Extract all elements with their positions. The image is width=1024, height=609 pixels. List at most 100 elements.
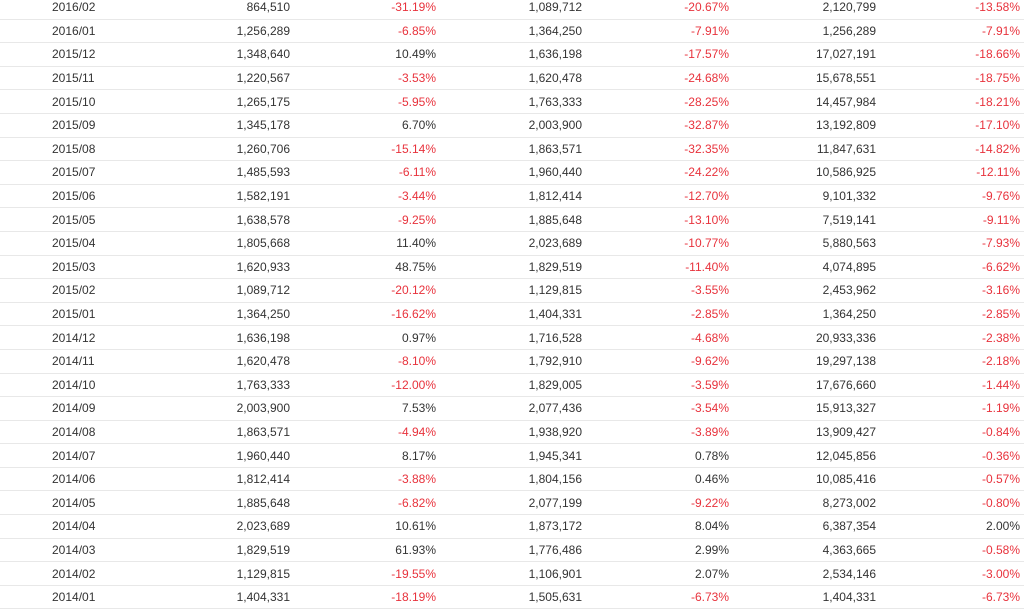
cell-change-3: -1.19% bbox=[876, 396, 1024, 421]
cell-value-2: 2,077,199 bbox=[436, 490, 582, 516]
cell-change-3: -7.93% bbox=[876, 231, 1024, 256]
cell-value-3: 15,678,551 bbox=[729, 66, 876, 91]
cell-value-1: 1,256,289 bbox=[150, 19, 290, 44]
cell-value-2: 1,404,331 bbox=[436, 302, 582, 327]
cell-value-1: 1,960,440 bbox=[150, 443, 290, 468]
cell-change-1: -4.94% bbox=[290, 420, 436, 445]
table-row: 2015/11 1,220,567 -3.53% 1,620,478 -24.68% 15… bbox=[0, 66, 1024, 91]
cell-value-2: 1,129,815 bbox=[436, 278, 582, 303]
cell-month: 2015/04 bbox=[0, 231, 150, 256]
cell-value-1: 1,885,648 bbox=[150, 490, 290, 516]
cell-change-3: 2.00% bbox=[876, 514, 1024, 539]
cell-month: 2014/04 bbox=[0, 514, 150, 539]
cell-change-1: -8.10% bbox=[290, 349, 436, 374]
cell-month: 2015/02 bbox=[0, 278, 150, 303]
table-row: 2014/04 2,023,689 10.61% 1,873,172 8.04% 6,38… bbox=[0, 514, 1024, 539]
table-row: 2015/06 1,582,191 -3.44% 1,812,414 -12.70% 9,… bbox=[0, 184, 1024, 209]
cell-change-3: -0.84% bbox=[876, 420, 1024, 445]
cell-change-2: 2.07% bbox=[582, 561, 729, 586]
cell-value-3: 5,880,563 bbox=[729, 231, 876, 256]
cell-change-3: -13.58% bbox=[876, 0, 1024, 20]
cell-value-3: 19,297,138 bbox=[729, 349, 876, 374]
cell-change-3: -9.76% bbox=[876, 184, 1024, 209]
cell-change-3: -12.11% bbox=[876, 160, 1024, 185]
cell-value-1: 1,812,414 bbox=[150, 467, 290, 492]
table-row: 2015/10 1,265,175 -5.95% 1,763,333 -28.25% 14… bbox=[0, 89, 1024, 114]
cell-value-3: 1,404,331 bbox=[729, 585, 876, 609]
cell-value-1: 1,636,198 bbox=[150, 325, 290, 350]
cell-change-1: 7.53% bbox=[290, 396, 436, 421]
cell-month: 2014/03 bbox=[0, 538, 150, 563]
cell-change-2: -3.89% bbox=[582, 420, 729, 445]
cell-value-1: 864,510 bbox=[150, 0, 290, 20]
cell-value-2: 1,863,571 bbox=[436, 137, 582, 162]
cell-value-3: 4,363,665 bbox=[729, 538, 876, 563]
cell-change-2: -13.10% bbox=[582, 207, 729, 232]
cell-value-1: 1,220,567 bbox=[150, 66, 290, 91]
cell-value-1: 1,345,178 bbox=[150, 113, 290, 138]
cell-value-3: 10,586,925 bbox=[729, 160, 876, 185]
cell-change-2: -32.35% bbox=[582, 137, 729, 162]
cell-change-1: -18.19% bbox=[290, 585, 436, 609]
cell-value-3: 1,364,250 bbox=[729, 302, 876, 327]
cell-change-3: -18.66% bbox=[876, 42, 1024, 67]
cell-month: 2014/09 bbox=[0, 396, 150, 421]
cell-value-3: 8,273,002 bbox=[729, 490, 876, 516]
cell-value-2: 1,106,901 bbox=[436, 561, 582, 586]
table-row: 2015/03 1,620,933 48.75% 1,829,519 -11.40% 4,… bbox=[0, 255, 1024, 280]
cell-value-1: 2,023,689 bbox=[150, 514, 290, 539]
cell-change-2: -3.59% bbox=[582, 373, 729, 398]
cell-value-2: 2,003,900 bbox=[436, 113, 582, 138]
cell-value-2: 1,763,333 bbox=[436, 89, 582, 114]
table-row: 2014/08 1,863,571 -4.94% 1,938,920 -3.89% 13,… bbox=[0, 420, 1024, 445]
table-row: 2015/09 1,345,178 6.70% 2,003,900 -32.87% 13,… bbox=[0, 113, 1024, 138]
cell-change-3: -18.75% bbox=[876, 66, 1024, 91]
cell-change-3: -2.18% bbox=[876, 349, 1024, 374]
cell-change-1: 10.61% bbox=[290, 514, 436, 539]
cell-value-1: 2,003,900 bbox=[150, 396, 290, 421]
cell-value-2: 1,089,712 bbox=[436, 0, 582, 20]
cell-value-2: 1,505,631 bbox=[436, 585, 582, 609]
cell-value-2: 1,960,440 bbox=[436, 160, 582, 185]
table-row: 2014/05 1,885,648 -6.82% 2,077,199 -9.22% 8,2… bbox=[0, 490, 1024, 516]
cell-change-1: -6.85% bbox=[290, 19, 436, 44]
cell-value-1: 1,620,933 bbox=[150, 255, 290, 280]
cell-change-2: -17.57% bbox=[582, 42, 729, 67]
cell-month: 2015/06 bbox=[0, 184, 150, 209]
cell-change-3: -0.57% bbox=[876, 467, 1024, 492]
table-row: 2015/02 1,089,712 -20.12% 1,129,815 -3.55% 2,… bbox=[0, 278, 1024, 303]
cell-value-1: 1,089,712 bbox=[150, 278, 290, 303]
cell-change-3: -1.44% bbox=[876, 373, 1024, 398]
cell-change-1: -31.19% bbox=[290, 0, 436, 20]
cell-value-3: 15,913,327 bbox=[729, 396, 876, 421]
cell-change-2: -4.68% bbox=[582, 325, 729, 350]
table-row: 2015/05 1,638,578 -9.25% 1,885,648 -13.10% 7,… bbox=[0, 207, 1024, 232]
cell-change-3: -0.58% bbox=[876, 538, 1024, 563]
cell-change-1: -3.53% bbox=[290, 66, 436, 91]
cell-change-2: -32.87% bbox=[582, 113, 729, 138]
cell-change-2: 0.46% bbox=[582, 467, 729, 492]
cell-month: 2014/06 bbox=[0, 467, 150, 492]
cell-value-1: 1,348,640 bbox=[150, 42, 290, 67]
cell-change-3: -18.21% bbox=[876, 89, 1024, 114]
cell-value-3: 6,387,354 bbox=[729, 514, 876, 539]
cell-change-1: -6.11% bbox=[290, 160, 436, 185]
cell-value-1: 1,129,815 bbox=[150, 561, 290, 586]
cell-value-3: 11,847,631 bbox=[729, 137, 876, 162]
cell-change-2: -24.22% bbox=[582, 160, 729, 185]
cell-month: 2014/07 bbox=[0, 443, 150, 468]
cell-change-3: -3.00% bbox=[876, 561, 1024, 586]
cell-change-1: 0.97% bbox=[290, 325, 436, 350]
cell-change-2: -7.91% bbox=[582, 19, 729, 44]
cell-value-3: 1,256,289 bbox=[729, 19, 876, 44]
cell-value-2: 1,620,478 bbox=[436, 66, 582, 91]
cell-month: 2015/03 bbox=[0, 255, 150, 280]
cell-change-1: 11.40% bbox=[290, 231, 436, 256]
cell-change-1: -5.95% bbox=[290, 89, 436, 114]
cell-change-1: -19.55% bbox=[290, 561, 436, 586]
cell-value-3: 7,519,141 bbox=[729, 207, 876, 232]
cell-month: 2014/01 bbox=[0, 585, 150, 609]
cell-change-3: -2.38% bbox=[876, 325, 1024, 350]
cell-value-3: 2,534,146 bbox=[729, 561, 876, 586]
cell-month: 2014/11 bbox=[0, 349, 150, 374]
